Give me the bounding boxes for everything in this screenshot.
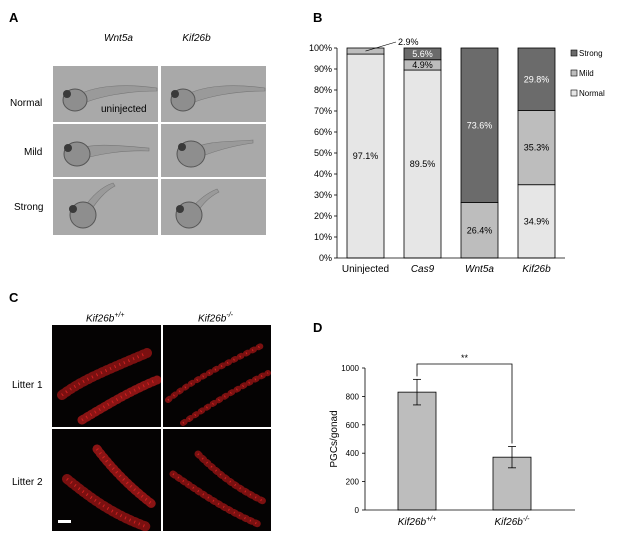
panel-d-letter: D bbox=[313, 320, 323, 335]
bar-segment-strong bbox=[460, 47, 499, 203]
y-tick-label: 90% bbox=[314, 64, 332, 74]
y-tick-label: 0 bbox=[355, 506, 360, 515]
bar-segment-strong bbox=[403, 47, 442, 61]
data-label: 97.1% bbox=[353, 151, 379, 161]
panel-c-col-mutant: Kif26b-/- bbox=[198, 312, 233, 325]
panel-c-col-wildtype: Kif26b+/+ bbox=[86, 312, 125, 325]
gonad-image-litter2-mutant bbox=[163, 429, 271, 531]
bar bbox=[397, 391, 437, 511]
y-tick-label: 80% bbox=[314, 85, 332, 95]
legend-label-mild: Mild bbox=[579, 69, 594, 78]
data-label: 73.6% bbox=[467, 120, 493, 130]
x-category-label: Uninjected bbox=[342, 264, 389, 275]
scale-bar bbox=[58, 520, 71, 523]
bar-segment-mild bbox=[517, 110, 556, 186]
y-axis-label: PGCs/gonad bbox=[329, 410, 340, 467]
panel-a-col-wnt5a: Wnt5a bbox=[104, 33, 133, 44]
gonad-image-litter1-wildtype bbox=[52, 325, 161, 427]
significance-marker: ** bbox=[461, 353, 469, 363]
panel-c-letter: C bbox=[9, 290, 19, 305]
y-tick-label: 100% bbox=[309, 43, 332, 53]
panel-a-col-kif26b: Kif26b bbox=[182, 33, 211, 44]
data-label: 89.5% bbox=[410, 159, 436, 169]
data-label: 2.9% bbox=[398, 37, 419, 47]
uninjected-note: uninjected bbox=[101, 104, 147, 115]
bar-segment-normal bbox=[517, 184, 556, 259]
legend-swatch-strong bbox=[570, 49, 578, 57]
legend-swatch-normal bbox=[570, 89, 578, 97]
data-label: 5.6% bbox=[412, 49, 433, 59]
legend-label-normal: Normal bbox=[579, 89, 605, 98]
y-tick-label: 200 bbox=[346, 478, 360, 487]
pgc-bar-chart: 0 200 400 600 800 1000 PGCs/gonad Kif26b+/+ Kif2… bbox=[329, 353, 575, 528]
legend-label-strong: Strong bbox=[579, 49, 603, 58]
embryo-image-wnt5a-mild bbox=[53, 124, 158, 177]
stacked-bar-chart: 0% 10% 20% 30% 40% 50% 60% 70% 80% 90% 100% Uninjec… bbox=[309, 37, 605, 275]
y-tick-label: 10% bbox=[314, 232, 332, 242]
y-tick-label: 400 bbox=[346, 449, 360, 458]
x-category-label: Cas9 bbox=[411, 264, 435, 275]
embryo-image-wnt5a-strong bbox=[53, 179, 158, 235]
panel-a-row-strong: Strong bbox=[14, 202, 44, 213]
y-tick-label: 50% bbox=[314, 148, 332, 158]
data-label: 35.3% bbox=[524, 143, 550, 153]
embryo-image-kif26b-strong bbox=[161, 179, 266, 235]
embryo-image-wnt5a-normal: uninjected bbox=[53, 66, 158, 122]
bar-segment-normal bbox=[346, 53, 385, 259]
panel-a-row-mild: Mild bbox=[24, 147, 43, 158]
y-tick-label: 20% bbox=[314, 211, 332, 221]
y-tick-label: 30% bbox=[314, 190, 332, 200]
y-tick-label: 60% bbox=[314, 127, 332, 137]
bar-segment-strong bbox=[517, 47, 556, 111]
y-tick-label: 1000 bbox=[341, 364, 359, 373]
embryo-image-kif26b-mild bbox=[161, 124, 266, 177]
y-tick-label: 600 bbox=[346, 421, 360, 430]
x-category-label: Kif26b bbox=[522, 264, 551, 275]
data-label: 26.4% bbox=[467, 225, 493, 235]
gonad-image-litter2-wildtype bbox=[52, 429, 161, 531]
panel-a-letter: A bbox=[9, 10, 19, 25]
data-label: 4.9% bbox=[412, 60, 433, 70]
data-label-leader bbox=[365, 41, 397, 52]
x-category-label: Wnt5a bbox=[465, 264, 494, 275]
panel-b-letter: B bbox=[313, 10, 323, 25]
y-tick-label: 70% bbox=[314, 106, 332, 116]
data-label: 29.8% bbox=[524, 74, 550, 84]
gonad-image-litter1-mutant bbox=[163, 325, 271, 427]
legend-swatch-mild bbox=[570, 69, 578, 77]
x-category-label: Kif26b-/- bbox=[495, 516, 531, 528]
embryo-image-kif26b-normal bbox=[161, 66, 266, 122]
significance-bracket bbox=[416, 363, 513, 444]
y-tick-label: 0% bbox=[319, 253, 332, 263]
data-label: 34.9% bbox=[524, 216, 550, 226]
panel-a-row-normal: Normal bbox=[10, 98, 43, 109]
x-category-label: Kif26b+/+ bbox=[398, 516, 436, 528]
panel-c-row-litter-2: Litter 2 bbox=[12, 477, 43, 488]
y-tick-label: 800 bbox=[346, 392, 360, 401]
y-tick-label: 40% bbox=[314, 169, 332, 179]
panel-c-row-litter-1: Litter 1 bbox=[12, 380, 43, 391]
